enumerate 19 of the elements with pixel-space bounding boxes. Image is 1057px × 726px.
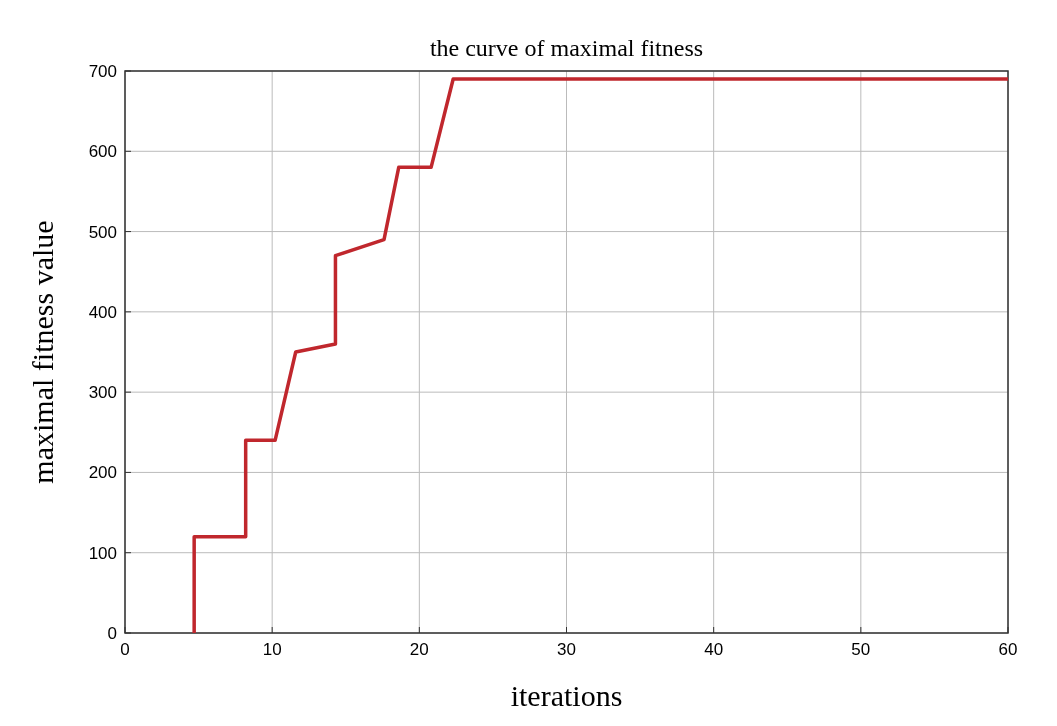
chart-title: the curve of maximal fitness xyxy=(429,35,704,61)
x-tick-label: 30 xyxy=(557,640,576,659)
line-series xyxy=(192,77,1010,635)
x-tick-label: 40 xyxy=(704,640,724,659)
y-tick-label: 700 xyxy=(88,62,117,81)
y-tick-label: 200 xyxy=(88,463,117,483)
x-tick-label: 0 xyxy=(120,640,130,659)
x-tick-label: 60 xyxy=(998,640,1018,659)
x-tick-label: 50 xyxy=(851,640,871,659)
y-tick-label: 300 xyxy=(88,383,117,403)
y-tick-label: 600 xyxy=(88,142,117,162)
x-tick-label: 10 xyxy=(262,640,282,659)
y-tick-label: 100 xyxy=(88,543,117,563)
x-tick-label: 20 xyxy=(409,640,429,659)
x-axis-title: iterations xyxy=(510,679,623,712)
y-axis-title: maximal fitness value xyxy=(26,220,59,484)
y-tick-label: 0 xyxy=(107,624,117,643)
y-tick-label: 400 xyxy=(88,302,117,322)
y-tick-label: 500 xyxy=(88,222,117,242)
